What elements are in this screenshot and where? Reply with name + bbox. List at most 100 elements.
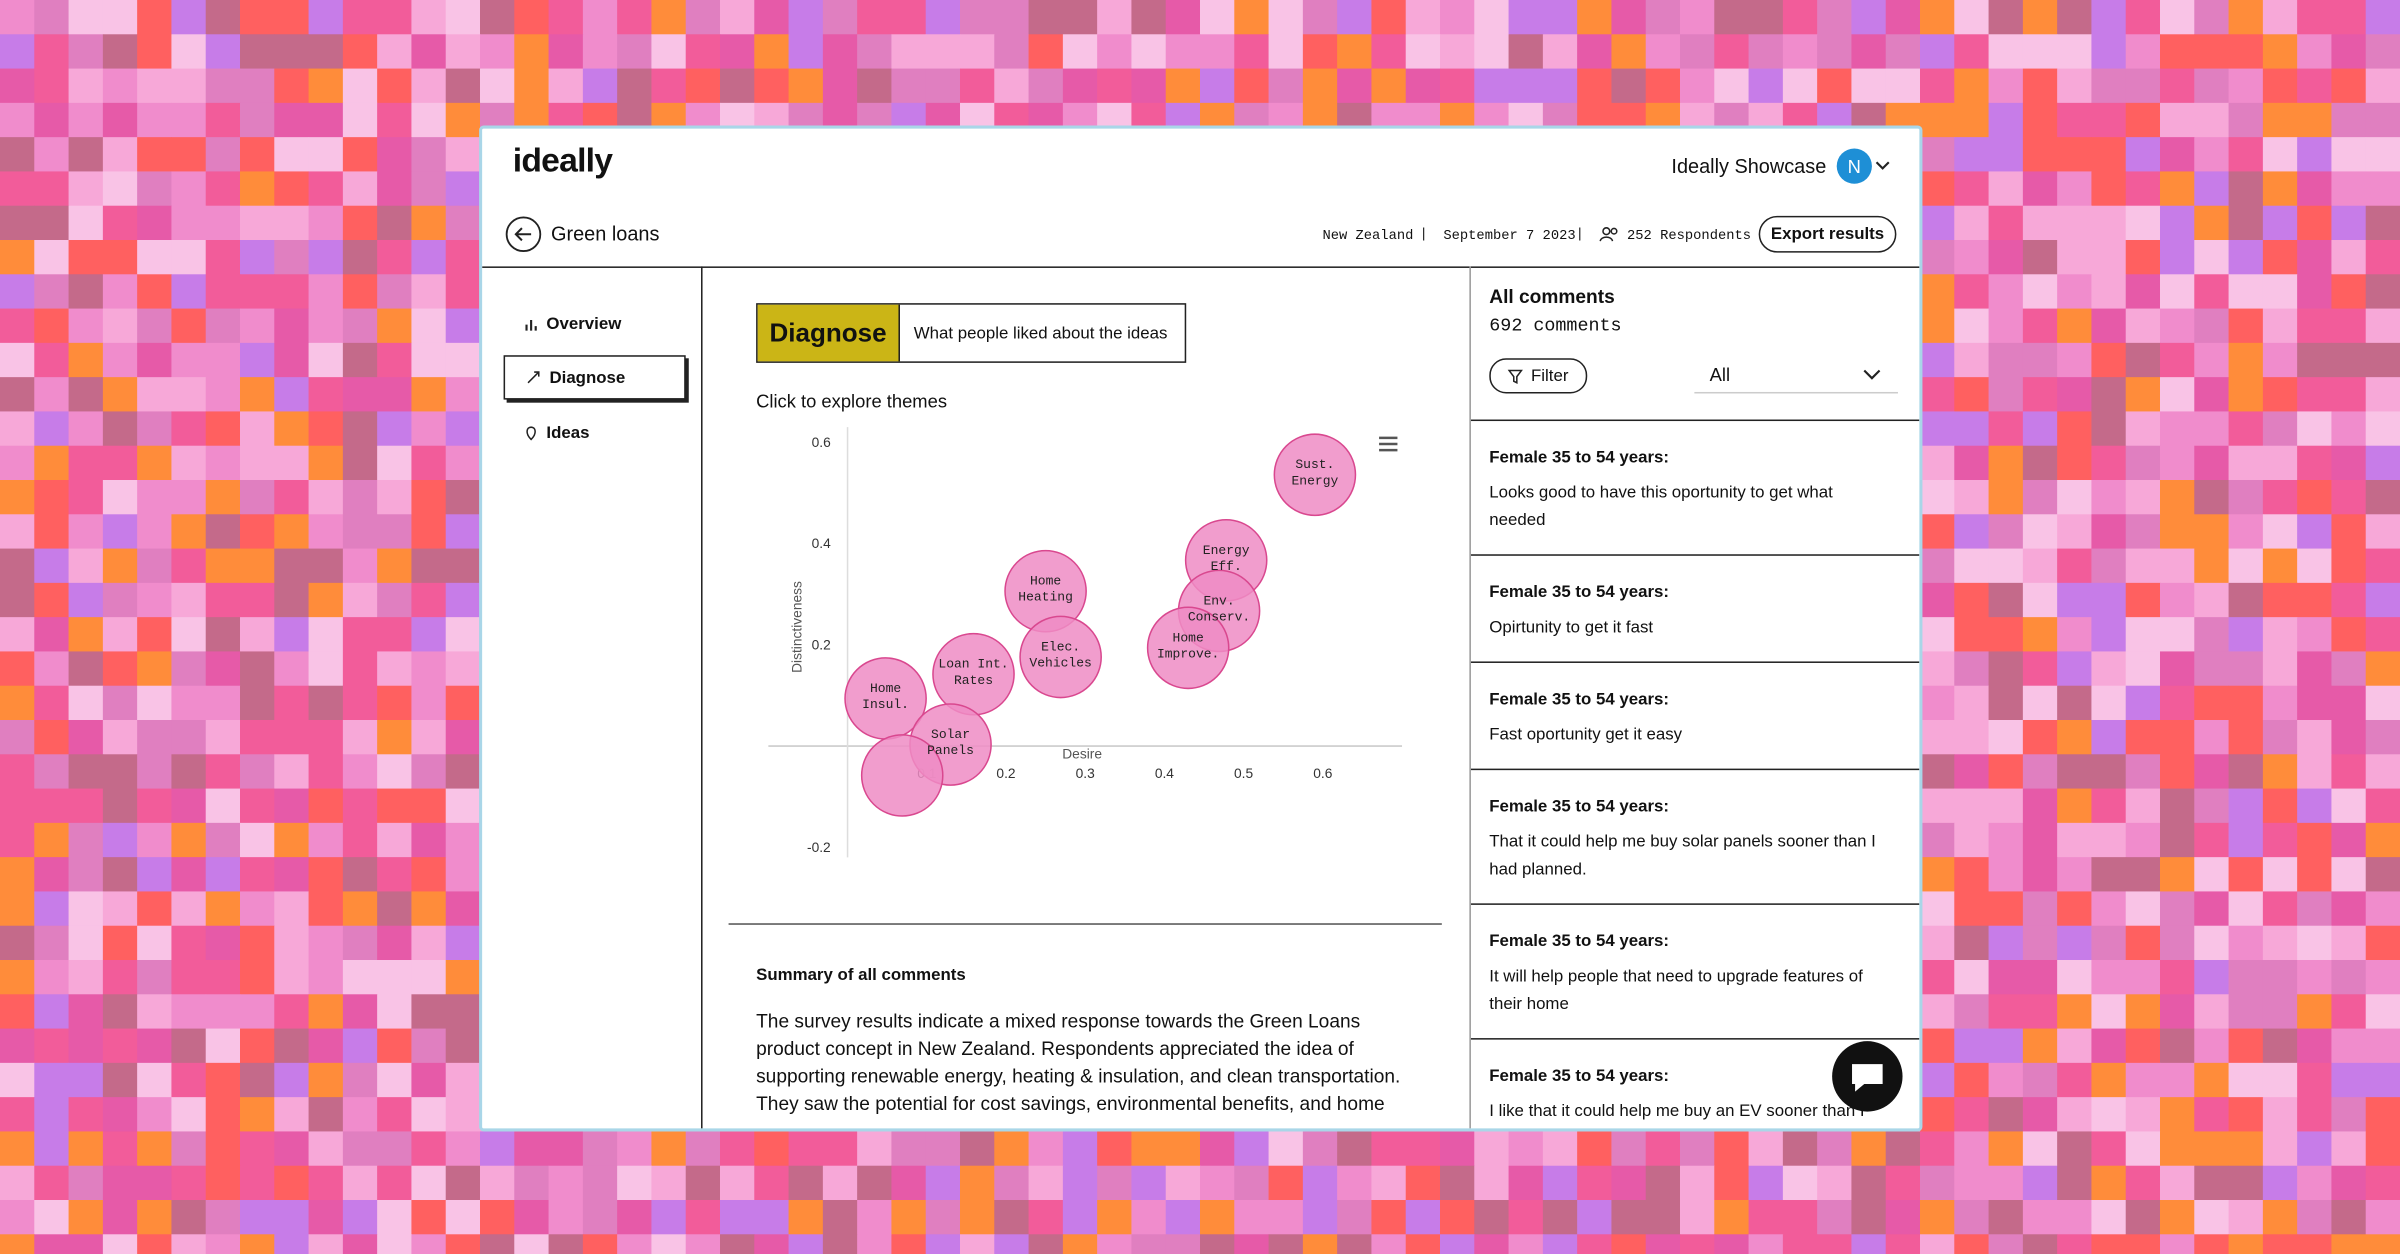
mosaic-tile [1954,171,1990,207]
mosaic-tile [308,205,344,241]
mosaic-tile [2331,582,2367,618]
mosaic-tile [2297,137,2332,172]
mosaic-tile [342,617,378,652]
mosaic-tile [2091,240,2127,275]
mosaic-tile [2160,685,2195,721]
mosaic-tile [2194,685,2230,721]
comment: Female 35 to 54 years: Opirtunity to get … [1470,554,1920,661]
separator: | [1421,225,1426,241]
mosaic-tile [34,582,70,618]
mosaic-tile [2262,171,2298,207]
account-name[interactable]: Ideally Showcase [1671,154,1827,178]
mosaic-tile [857,68,892,104]
mosaic-tile [1542,68,1578,104]
mosaic-tile [2125,137,2161,172]
summary-text: The survey results indicate a mixed resp… [756,1010,1401,1115]
mosaic-tile [137,582,172,618]
mosaic-tile [1748,68,1784,104]
mosaic-tile [2057,651,2092,687]
mosaic-tile [205,548,241,584]
mosaic-tile [2331,480,2367,515]
filter-select[interactable]: All [1694,358,1898,394]
mosaic-tile [68,34,104,70]
mosaic-tile [0,548,35,584]
logo[interactable]: ideally [512,140,613,180]
back-button[interactable] [505,216,542,253]
mosaic-tile [1851,34,1887,70]
mosaic-tile [2262,377,2298,412]
mosaic-tile [2022,514,2058,550]
mosaic-tile [34,445,70,481]
mosaic-tile [480,0,515,35]
mosaic-tile [308,240,344,275]
mosaic-tile [1920,548,1955,584]
mosaic-tile [1954,34,1990,70]
mosaic-tile [274,102,310,138]
mosaic-tile [1234,34,1270,70]
mosaic-tile [2262,685,2298,721]
mosaic-tile [1302,68,1338,104]
mosaic-tile [2297,240,2332,275]
mosaic-tile [2194,102,2230,138]
mosaic-tile [34,377,70,412]
mosaic-tile [102,274,138,310]
mosaic-tile [1645,0,1681,35]
mosaic-tile [2297,685,2332,721]
mosaic-tile [1131,68,1167,104]
mosaic-tile [2022,445,2058,481]
avatar[interactable]: N [1836,148,1872,184]
menu-icon[interactable] [1379,436,1398,452]
nav-item-active[interactable]: Diagnose [503,355,686,400]
mosaic-tile [1954,411,1990,447]
mosaic-tile [445,617,481,652]
mosaic-tile [720,0,755,35]
mosaic-tile [445,205,481,241]
export-button[interactable]: Export results [1758,215,1897,253]
mosaic-tile [342,240,378,275]
mosaic-tile [342,171,378,207]
mosaic-tile [205,377,241,412]
mosaic-tile [1920,617,1955,652]
nav-item[interactable]: Overview [504,302,686,346]
mosaic-tile [2194,548,2230,584]
mosaic-tile [274,205,310,241]
mosaic-tile [274,514,310,550]
mosaic-tile [240,308,275,344]
mosaic-tile [171,68,207,104]
mosaic-tile [102,514,138,550]
mosaic-tile [342,205,378,241]
mosaic-tile [2297,171,2332,207]
comment-text: It will help people that need to upgrade… [1489,967,1863,1014]
mosaic-tile [2297,68,2332,104]
mosaic-tile [2262,617,2298,652]
mosaic-tile [411,651,447,687]
mosaic-tile [1988,342,2024,378]
filter-button[interactable]: Filter [1489,358,1588,394]
mosaic-tile [1920,205,1955,241]
select-value: All [1709,364,1731,386]
mosaic-tile [1920,0,1955,35]
chat-button[interactable] [1831,1040,1904,1113]
mosaic-tile [1680,34,1715,70]
mosaic-tile [342,514,378,550]
account-chevron[interactable] [1875,159,1890,171]
mosaic-tile [1988,411,2024,447]
x-tick-label: 0.6 [1313,766,1332,781]
mosaic-tile [2022,68,2058,104]
mosaic-tile [548,68,584,104]
mosaic-tile [342,0,378,35]
bubble-label: Heating [1018,590,1073,605]
mosaic-tile [240,411,275,447]
mosaic-tile [2228,617,2264,652]
section-header: Diagnose What people liked about the ide… [756,303,1187,363]
nav-item[interactable]: Ideas [504,410,686,454]
mosaic-tile [102,685,138,721]
mosaic-tile [2365,34,2400,70]
mosaic-tile [1714,68,1750,104]
mosaic-tile [1988,480,2024,515]
mosaic-tile [137,68,172,104]
mosaic-tile [2125,411,2161,447]
mosaic-tile [342,582,378,618]
mosaic-tile [1851,0,1887,35]
mosaic-tile [2091,377,2127,412]
